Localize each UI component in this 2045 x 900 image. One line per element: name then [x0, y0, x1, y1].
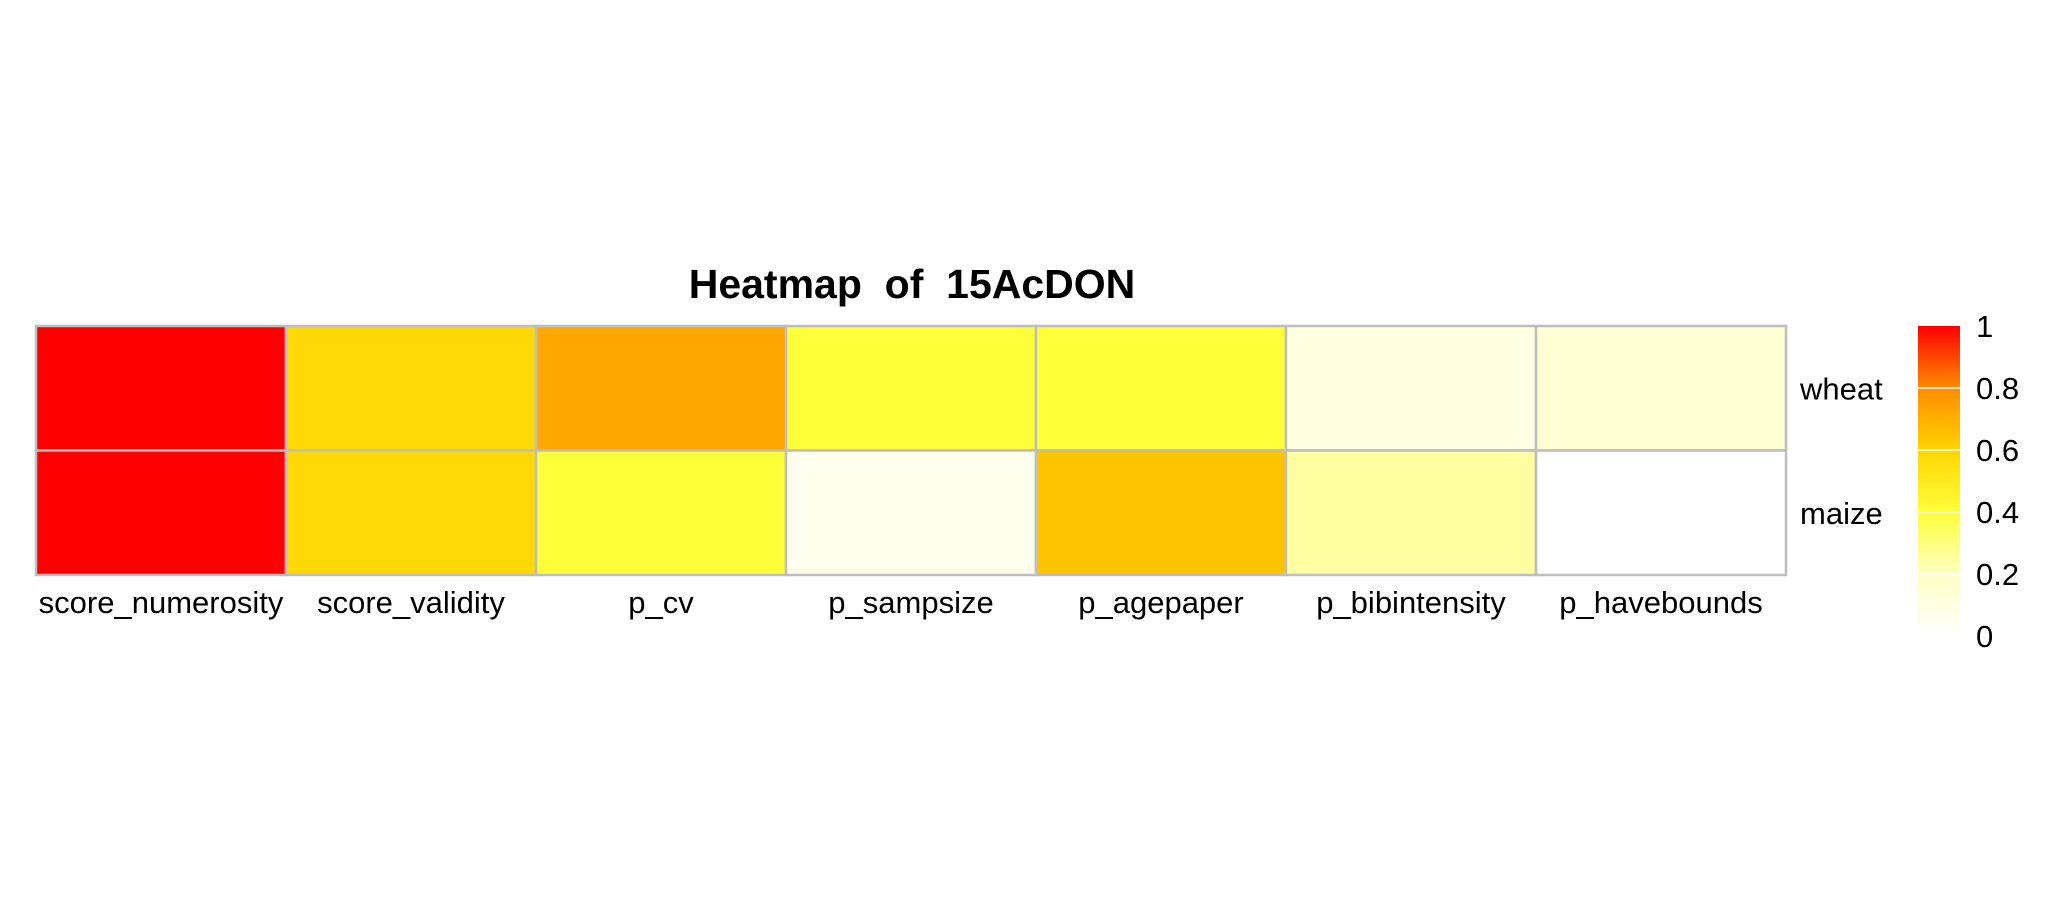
- legend-tick-label: 0: [1976, 619, 1993, 654]
- heatmap-cell-wheat-p_agepaper: [1034, 324, 1288, 452]
- legend-tick-label: 0.8: [1976, 371, 2019, 406]
- heatmap-cell-maize-p_havebounds: [1534, 449, 1788, 577]
- heatmap-cell-maize-p_bibintensity: [1284, 449, 1538, 577]
- legend-tick-label: 1: [1976, 309, 1993, 344]
- heatmap-cells: [34, 324, 1788, 577]
- row-label: maize: [1800, 496, 1883, 531]
- column-label: p_agepaper: [1078, 585, 1244, 620]
- column-label: p_havebounds: [1559, 585, 1762, 620]
- column-label: p_sampsize: [828, 585, 993, 620]
- chart-title: Heatmap of 15AcDON: [689, 261, 1136, 307]
- heatmap-cell-wheat-score_validity: [284, 324, 538, 452]
- heatmap-cell-wheat-score_numerosity: [34, 324, 288, 452]
- heatmap-cell-maize-p_sampsize: [784, 449, 1038, 577]
- heatmap-cell-maize-p_cv: [534, 449, 788, 577]
- column-label: score_numerosity: [39, 585, 284, 620]
- color-legend: 1 0.8 0.6 0.4 0.2 0: [1918, 309, 2019, 654]
- legend-tick-label: 0.6: [1976, 433, 2019, 468]
- column-labels: score_numerosity score_validity p_cv p_samp…: [39, 585, 1763, 620]
- heatmap-cell-wheat-p_cv: [534, 324, 788, 452]
- legend-ticks: 1 0.8 0.6 0.4 0.2 0: [1918, 309, 2019, 654]
- heatmap-cell-maize-p_agepaper: [1034, 449, 1288, 577]
- heatmap-cell-maize-score_validity: [284, 449, 538, 577]
- column-label: p_bibintensity: [1316, 585, 1506, 620]
- legend-tick-label: 0.4: [1976, 495, 2019, 530]
- row-labels: wheat maize: [1799, 371, 1883, 531]
- column-label: p_cv: [628, 585, 694, 620]
- column-label: score_validity: [317, 585, 505, 620]
- heatmap-cell-wheat-p_bibintensity: [1284, 324, 1538, 452]
- legend-tick-label: 0.2: [1976, 557, 2019, 592]
- heatmap-cell-wheat-p_sampsize: [784, 324, 1038, 452]
- row-label: wheat: [1799, 371, 1883, 406]
- legend-color-bar: [1918, 326, 1960, 636]
- heatmap-cell-wheat-p_havebounds: [1534, 324, 1788, 452]
- heatmap-cell-maize-score_numerosity: [34, 449, 288, 577]
